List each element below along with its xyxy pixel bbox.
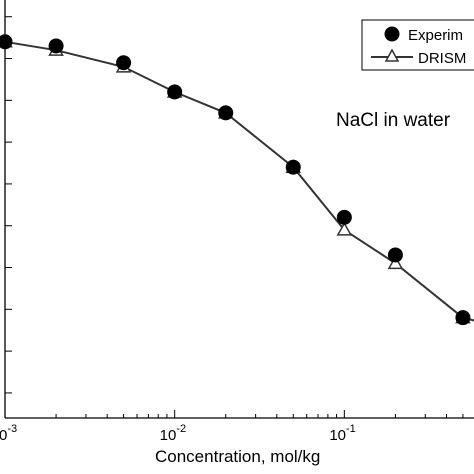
x-axis-label: Concentration, mol/kg bbox=[155, 447, 320, 466]
x-tick-label-base: 0 bbox=[0, 427, 7, 444]
legend: Experim DRISM bbox=[361, 19, 474, 71]
x-tick-label-exponent: -2 bbox=[176, 423, 186, 435]
x-tick-label-0: 0-3 bbox=[0, 423, 17, 444]
x-tick-label-exponent: -1 bbox=[346, 423, 356, 435]
x-tick-label-1: 10-2 bbox=[160, 423, 186, 444]
experiment-point-6 bbox=[336, 209, 352, 225]
experiment-point-3 bbox=[167, 84, 183, 100]
experiment-point-0 bbox=[0, 34, 13, 50]
x-ticks bbox=[4, 410, 464, 418]
experiment-point-5 bbox=[285, 159, 301, 175]
experiment-point-1 bbox=[48, 38, 64, 54]
x-tick-label-base: 10 bbox=[160, 427, 177, 444]
x-tick-labels: 0-3 10-2 10-1 bbox=[0, 423, 356, 444]
x-tick-label-base: 10 bbox=[329, 427, 346, 444]
drism-marker-6 bbox=[336, 221, 353, 236]
drism-marker-7 bbox=[387, 255, 404, 270]
y-ticks bbox=[5, 16, 12, 394]
series-experiment bbox=[0, 34, 471, 326]
x-tick-label-exponent: -3 bbox=[7, 423, 17, 435]
chart-annotation: NaCl in water bbox=[336, 110, 451, 131]
experiment-point-7 bbox=[387, 247, 403, 263]
legend-marker-drism bbox=[384, 48, 400, 62]
experiment-point-8 bbox=[455, 310, 471, 326]
drism-line bbox=[4, 40, 474, 322]
legend-label-drism: DRISM bbox=[418, 50, 466, 67]
legend-label-experiment: Experim bbox=[408, 27, 463, 44]
legend-box bbox=[361, 19, 474, 71]
legend-marker-experiment bbox=[384, 26, 400, 42]
series-drism bbox=[0, 33, 474, 324]
experiment-point-4 bbox=[218, 105, 234, 121]
x-tick-label-2: 10-1 bbox=[329, 423, 355, 444]
experiment-point-2 bbox=[116, 55, 132, 71]
